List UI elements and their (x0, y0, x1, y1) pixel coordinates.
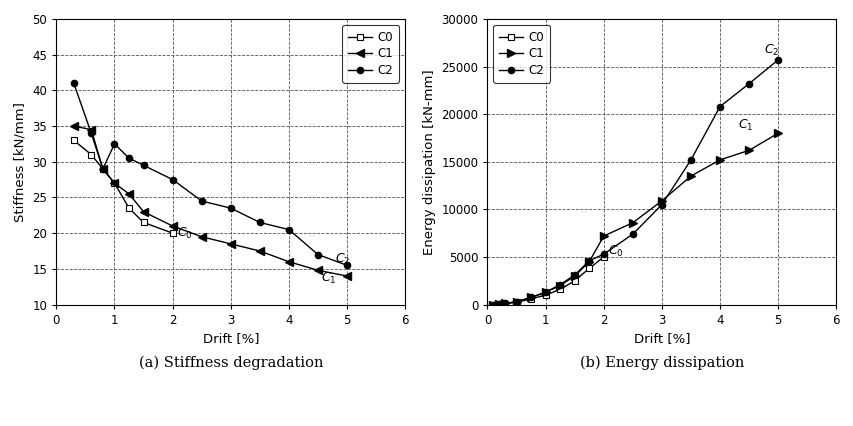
C0 (167, 230, 177, 236)
C0 (583, 266, 594, 271)
Line: C2: C2 (71, 80, 350, 268)
C0 (499, 301, 509, 306)
C0 (569, 278, 579, 283)
Text: $C_2$: $C_2$ (335, 252, 351, 267)
C1 (511, 299, 521, 304)
C2 (656, 202, 666, 207)
C2 (312, 252, 322, 257)
C1 (499, 301, 509, 306)
C2 (743, 81, 753, 86)
C1 (493, 302, 503, 307)
C2 (488, 302, 498, 307)
Text: $C_0$: $C_0$ (607, 244, 624, 259)
C2 (714, 104, 724, 109)
C2 (583, 258, 594, 263)
C1 (138, 209, 148, 214)
Text: (a) Stiffness degradation: (a) Stiffness degradation (138, 356, 322, 371)
C1 (554, 283, 565, 288)
C2 (598, 252, 608, 257)
C1 (225, 241, 235, 246)
C0 (488, 302, 498, 307)
C2 (254, 220, 264, 225)
Line: C0: C0 (71, 137, 176, 236)
C2 (138, 163, 148, 168)
Y-axis label: Stiffness [kN/mm]: Stiffness [kN/mm] (14, 102, 26, 222)
C0 (493, 302, 503, 307)
Line: C1: C1 (70, 122, 351, 280)
Text: $C_0$: $C_0$ (177, 226, 193, 241)
X-axis label: Drift [%]: Drift [%] (633, 332, 689, 345)
C1 (598, 233, 608, 239)
C2 (124, 155, 134, 161)
C2 (685, 157, 695, 162)
C1 (167, 224, 177, 229)
C0 (68, 138, 78, 143)
C0 (598, 254, 608, 259)
C1 (109, 181, 119, 186)
C2 (511, 299, 521, 304)
C2 (499, 301, 509, 306)
C0 (511, 299, 521, 305)
C1 (196, 234, 206, 239)
C2 (167, 177, 177, 182)
C1 (685, 173, 695, 178)
C1 (254, 248, 264, 253)
C1 (68, 124, 78, 129)
C1 (743, 148, 753, 153)
C0 (97, 166, 107, 171)
C1 (772, 131, 782, 136)
C1 (583, 259, 594, 264)
C1 (627, 220, 637, 225)
Text: $C_2$: $C_2$ (763, 43, 778, 58)
Text: $C_1$: $C_1$ (737, 118, 752, 132)
Text: $C_1$: $C_1$ (321, 271, 336, 286)
C1 (540, 290, 550, 295)
Text: (b) Energy dissipation: (b) Energy dissipation (579, 356, 743, 371)
C0 (86, 152, 96, 157)
Line: C1: C1 (489, 130, 781, 308)
C2 (627, 232, 637, 237)
C2 (196, 199, 206, 204)
C0 (554, 287, 565, 292)
C2 (283, 227, 293, 232)
C1 (569, 273, 579, 279)
C1 (525, 295, 536, 300)
C2 (493, 302, 503, 307)
C0 (525, 296, 536, 302)
Y-axis label: Energy dissipation [kN-mm]: Energy dissipation [kN-mm] (422, 69, 435, 255)
C0 (109, 181, 119, 186)
C2 (772, 57, 782, 62)
C2 (86, 131, 96, 136)
C2 (525, 295, 536, 300)
C2 (68, 81, 78, 86)
C2 (554, 282, 565, 287)
X-axis label: Drift [%]: Drift [%] (202, 332, 258, 345)
C0 (124, 206, 134, 211)
C2 (225, 206, 235, 211)
C1 (714, 157, 724, 162)
C1 (283, 259, 293, 264)
C1 (656, 198, 666, 203)
Legend: C0, C1, C2: C0, C1, C2 (493, 25, 550, 83)
C0 (138, 220, 148, 225)
Line: C0: C0 (490, 254, 606, 308)
C1 (488, 302, 498, 307)
C1 (86, 127, 96, 132)
Legend: C0, C1, C2: C0, C1, C2 (342, 25, 399, 83)
C1 (312, 268, 322, 273)
C2 (540, 290, 550, 295)
Line: C2: C2 (490, 57, 780, 308)
C1 (341, 273, 351, 279)
C2 (109, 141, 119, 147)
C1 (97, 166, 107, 171)
C0 (540, 293, 550, 298)
C2 (341, 263, 351, 268)
C2 (569, 273, 579, 278)
C1 (124, 191, 134, 196)
C2 (97, 166, 107, 171)
